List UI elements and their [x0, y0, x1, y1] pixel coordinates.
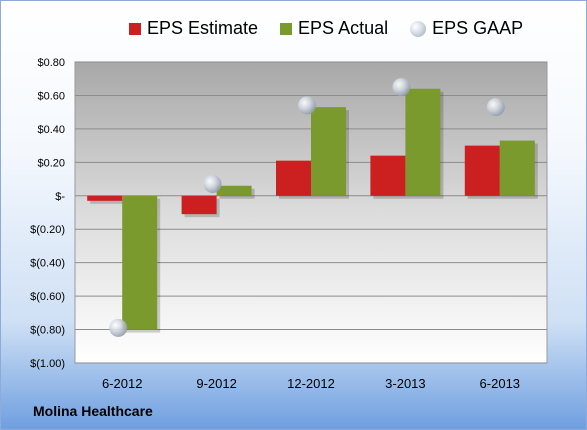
bar-eps-estimate — [276, 160, 311, 196]
legend-item-eps-actual: EPS Actual — [280, 18, 388, 39]
bars — [87, 88, 538, 333]
marker-eps-gaap — [486, 98, 505, 117]
y-tick-label: $(0.80) — [30, 325, 65, 337]
y-axis-ticks: $0.80 $0.60 $0.40 $0.20 $- $(0.20) $(0.40) $(0.… — [30, 57, 65, 370]
legend-item-eps-estimate: EPS Estimate — [129, 18, 258, 39]
marker-eps-gaap — [392, 78, 411, 97]
legend-label-eps-actual: EPS Actual — [298, 18, 389, 38]
bar-eps-estimate — [370, 155, 406, 196]
y-tick-label: $0.40 — [37, 124, 65, 136]
legend-label-eps-gaap: EPS GAAP — [432, 18, 524, 38]
legend-swatch-eps-actual — [280, 22, 293, 35]
bar-eps-estimate — [464, 145, 500, 196]
bar-eps-actual — [499, 140, 535, 196]
bar-eps-actual — [311, 107, 346, 196]
x-tick-label: 12-2012 — [287, 376, 335, 391]
y-tick-label: $0.60 — [37, 90, 65, 102]
x-tick-label: 6-2013 — [480, 376, 520, 391]
bar-eps-actual — [216, 185, 252, 196]
y-tick-label: $0.80 — [37, 57, 65, 69]
x-tick-label: 6-2012 — [102, 376, 142, 391]
y-tick-label: $(1.00) — [30, 358, 65, 370]
y-tick-label: $(0.40) — [30, 258, 65, 270]
legend-item-eps-gaap: EPS GAAP — [410, 18, 523, 39]
y-tick-label: $(0.20) — [30, 224, 65, 236]
gaap-markers — [109, 78, 505, 337]
bar-eps-actual — [405, 88, 441, 196]
legend-marker-eps-gaap — [410, 20, 427, 37]
y-tick-label: $(0.60) — [30, 291, 65, 303]
marker-eps-gaap — [298, 96, 316, 115]
company-name: Molina Healthcare — [33, 403, 153, 419]
bar-eps-estimate-shadow — [90, 198, 126, 204]
bar-eps-estimate — [181, 195, 217, 215]
marker-eps-gaap — [109, 318, 128, 337]
y-tick-label: $0.20 — [37, 157, 65, 169]
bar-eps-estimate — [87, 195, 123, 201]
x-tick-label: 3-2013 — [385, 376, 425, 391]
marker-eps-gaap — [203, 175, 222, 194]
legend-swatch-eps-estimate — [129, 22, 141, 35]
x-axis-labels: 6-2012 9-2012 12-2012 3-2013 6-2013 — [102, 376, 520, 391]
legend-label-eps-estimate: EPS Estimate — [147, 18, 259, 38]
legend: EPS Estimate EPS Actual EPS GAAP — [129, 18, 545, 39]
x-tick-label: 9-2012 — [196, 376, 236, 391]
bar-eps-actual — [122, 195, 158, 330]
y-tick-label: $- — [55, 191, 65, 203]
